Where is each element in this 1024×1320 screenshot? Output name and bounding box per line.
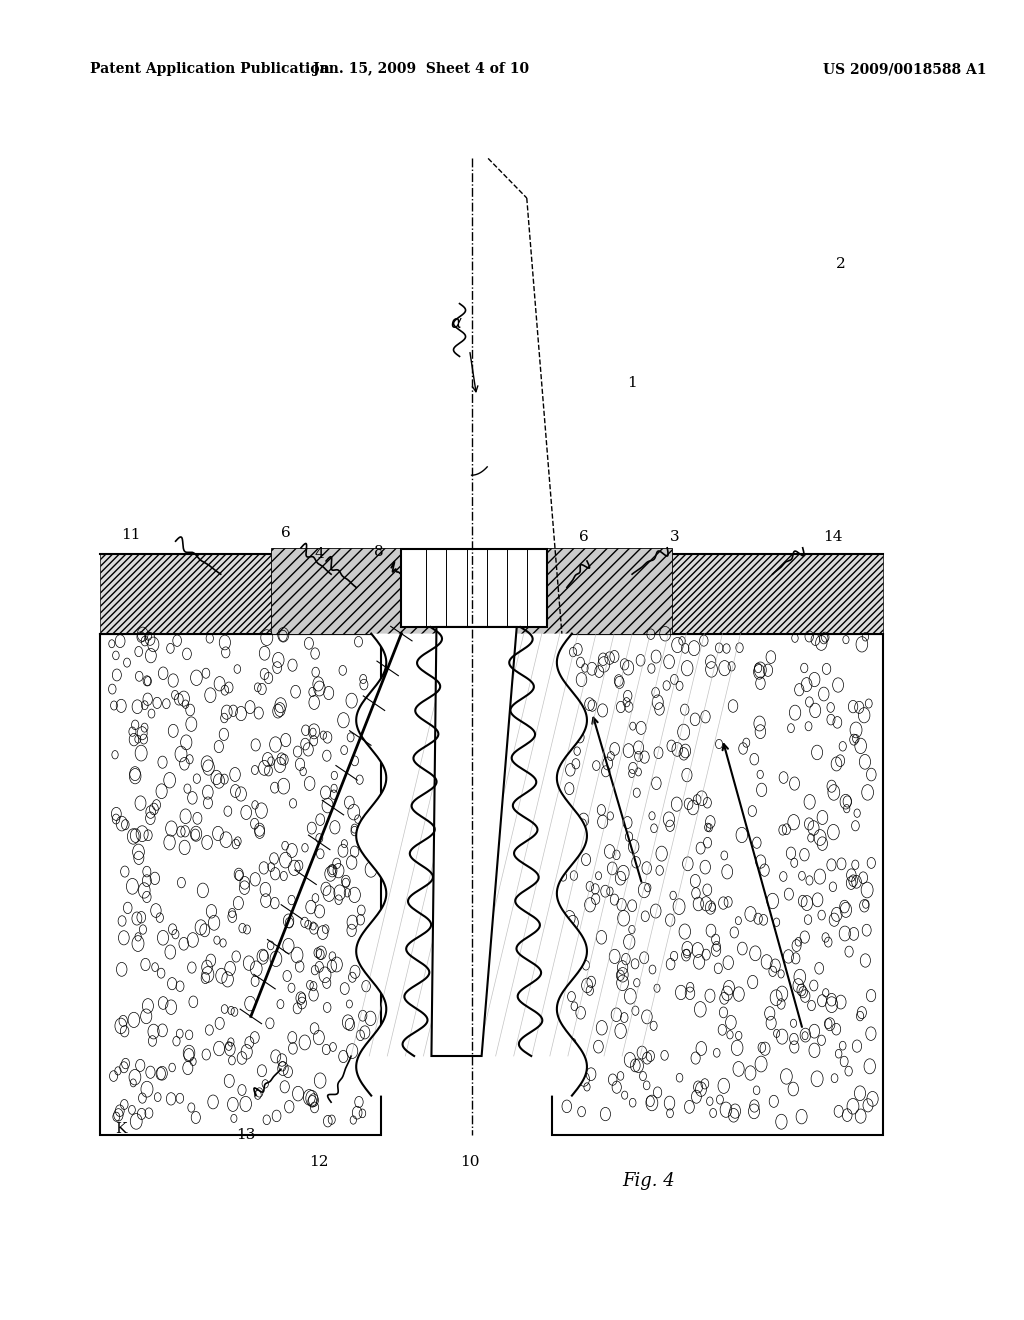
Polygon shape — [401, 549, 547, 627]
Text: $\alpha$: $\alpha$ — [451, 314, 463, 333]
Text: 6: 6 — [281, 527, 291, 540]
Text: K: K — [115, 1122, 126, 1135]
Polygon shape — [100, 634, 381, 1135]
Text: 11: 11 — [121, 528, 140, 541]
Polygon shape — [100, 554, 381, 634]
Text: 4: 4 — [314, 548, 324, 561]
Polygon shape — [431, 627, 517, 1056]
Polygon shape — [356, 634, 587, 1096]
Text: US 2009/0018588 A1: US 2009/0018588 A1 — [822, 62, 986, 77]
Text: 8: 8 — [375, 545, 384, 558]
Text: 12: 12 — [309, 1155, 329, 1168]
Text: 2: 2 — [836, 257, 846, 271]
Text: 3: 3 — [670, 531, 679, 544]
Text: 14: 14 — [823, 531, 843, 544]
Text: 1: 1 — [628, 376, 637, 389]
Text: 10: 10 — [460, 1155, 479, 1168]
Text: Jan. 15, 2009  Sheet 4 of 10: Jan. 15, 2009 Sheet 4 of 10 — [313, 62, 529, 77]
Text: Patent Application Publication: Patent Application Publication — [90, 62, 330, 77]
Text: Fig. 4: Fig. 4 — [622, 1172, 675, 1191]
Polygon shape — [401, 549, 547, 627]
Text: 13: 13 — [237, 1129, 256, 1142]
Polygon shape — [552, 554, 883, 634]
Polygon shape — [552, 634, 883, 1135]
Text: 9: 9 — [517, 550, 526, 564]
Polygon shape — [271, 548, 672, 634]
Polygon shape — [431, 627, 517, 1056]
Text: 6: 6 — [580, 531, 589, 544]
